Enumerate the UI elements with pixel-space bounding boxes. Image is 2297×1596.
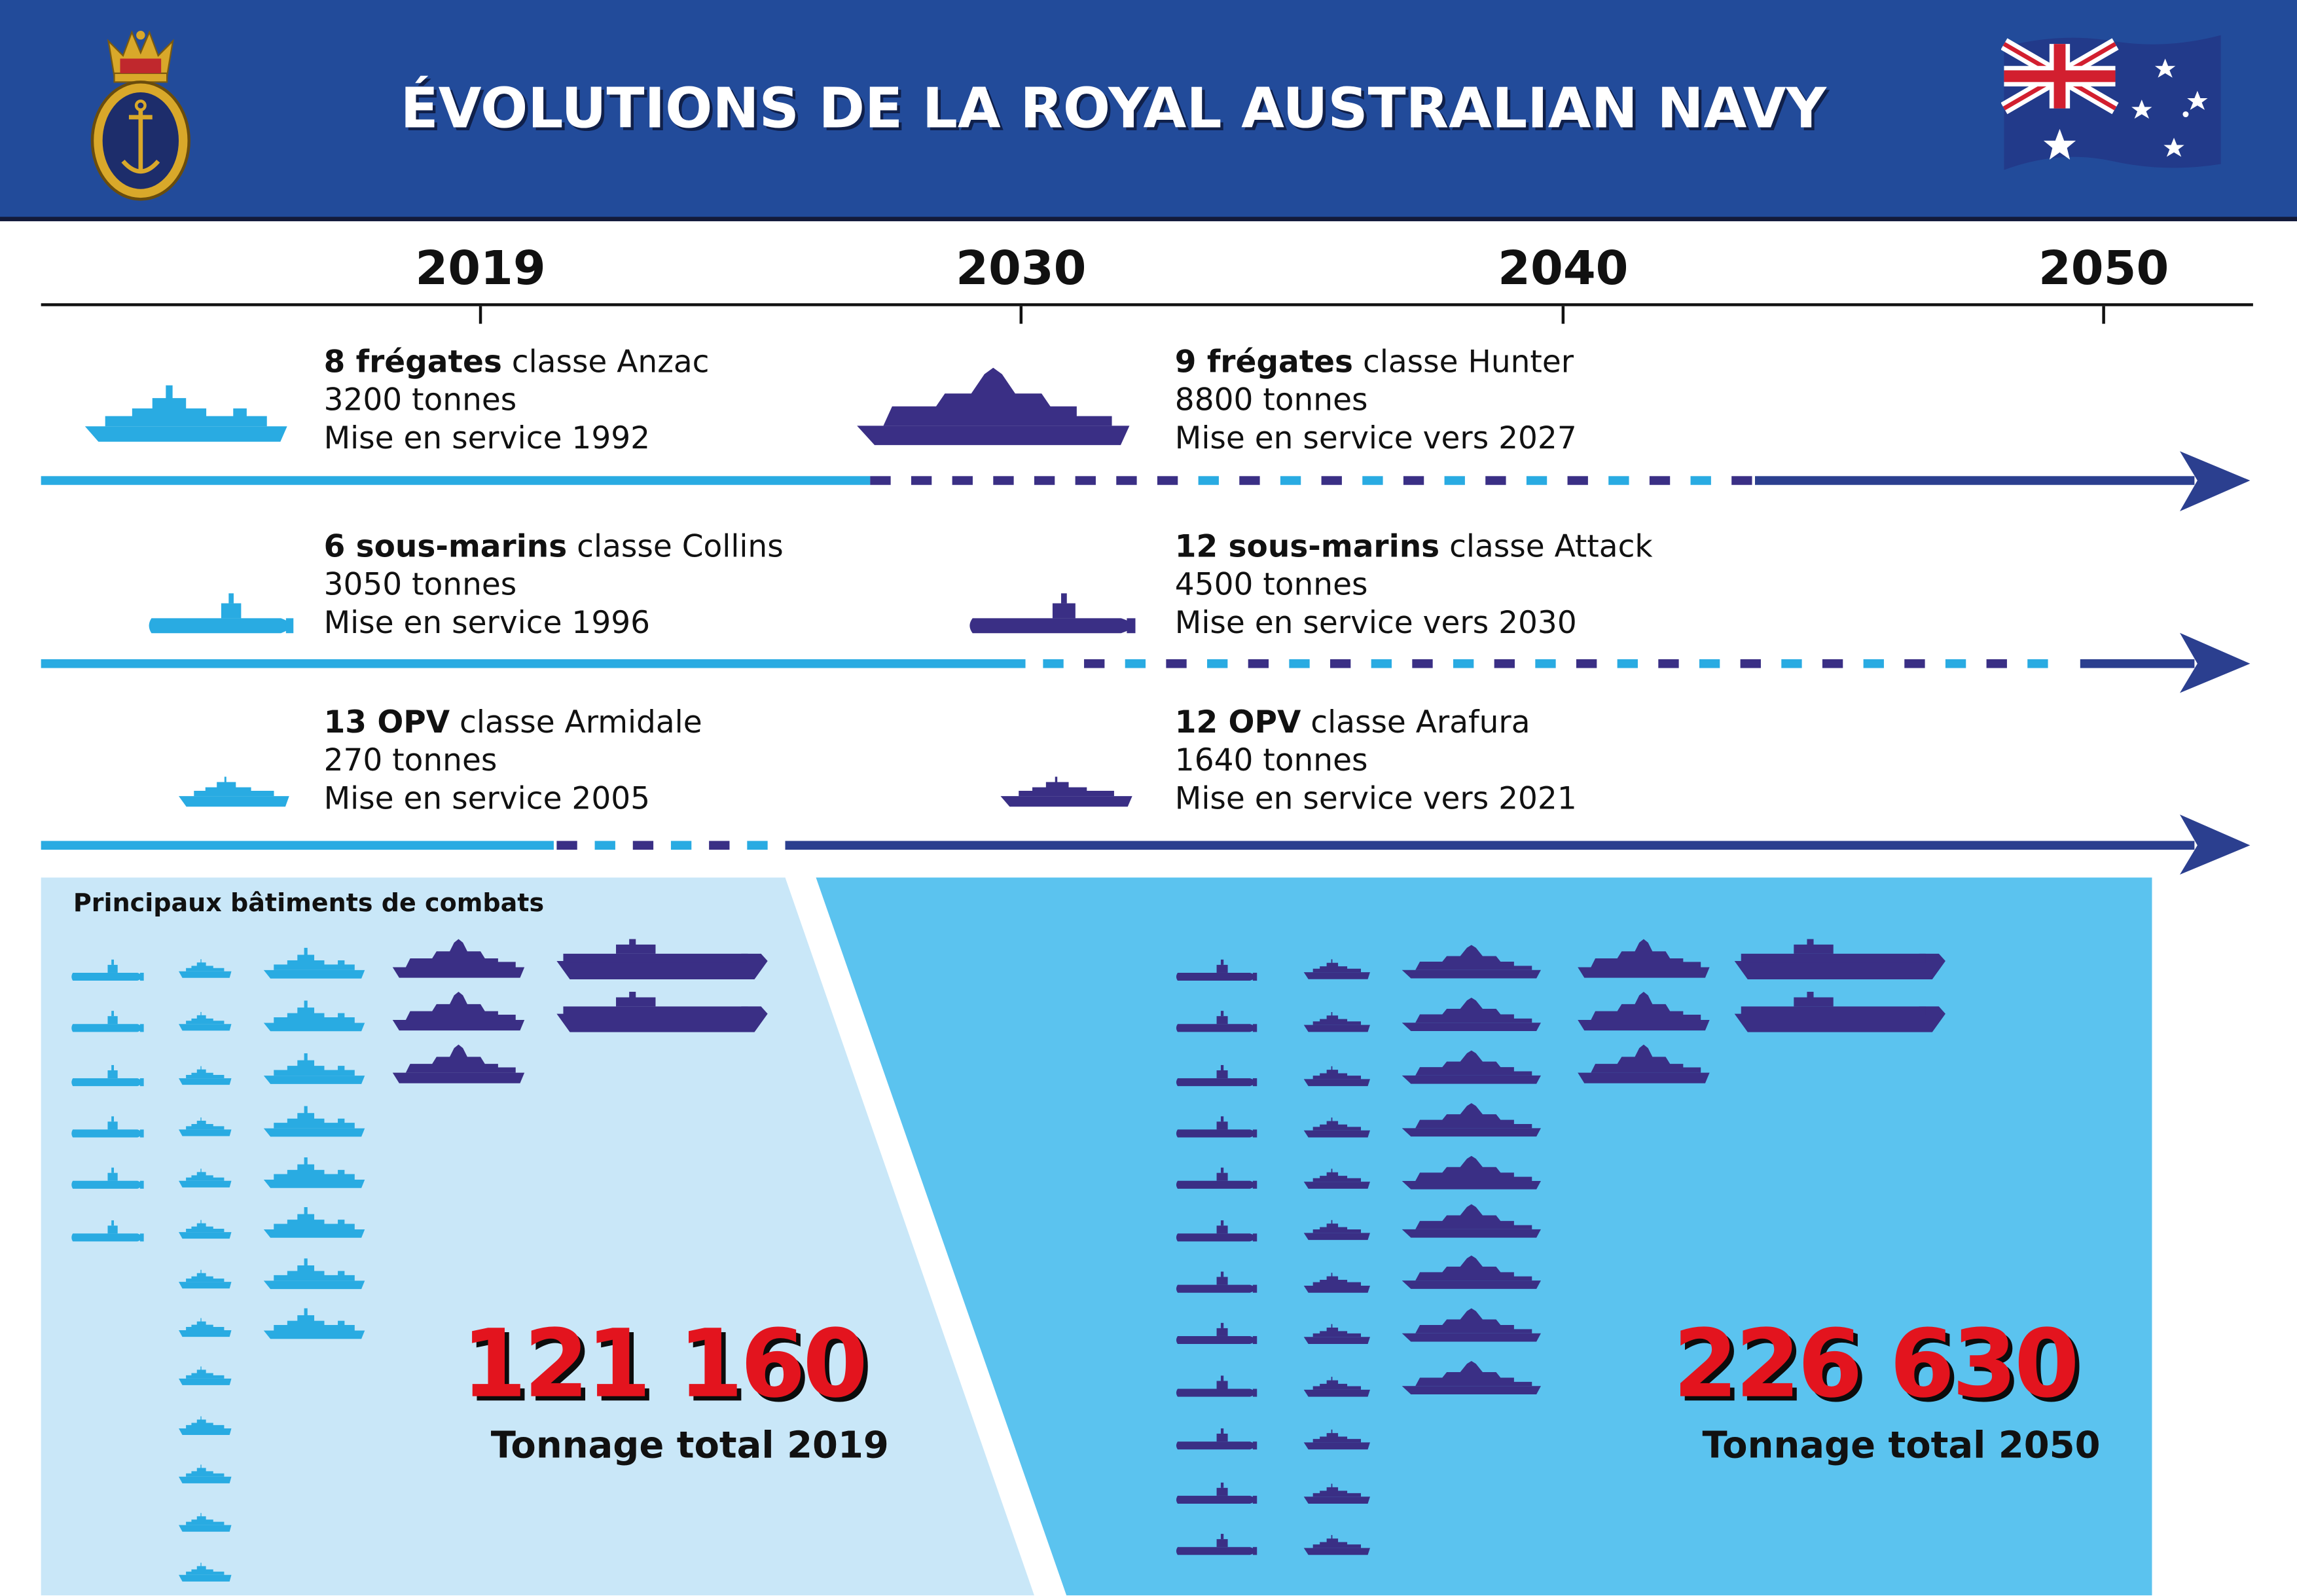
hunter-service: Mise en service vers 2027: [1174, 420, 1577, 456]
arafura-tonnage: 1640 tonnes: [1174, 742, 1368, 778]
flag-stars: [2043, 58, 2208, 160]
row-frigates-current-text: 8 frégates classe Anzac 3200 tonnes Mise…: [324, 343, 710, 458]
header-bar: ÉVOLUTIONS DE LA ROYAL AUSTRALIAN NAVY: [0, 0, 2297, 221]
row-submarines-current-text: 6 sous-marins classe Collins 3050 tonnes…: [324, 528, 784, 642]
year-2030-label: 2030: [956, 240, 1087, 297]
navy-crest-icon: [90, 30, 190, 201]
opv-current-bar: [41, 841, 554, 850]
attack-tonnage: 4500 tonnes: [1174, 567, 1368, 602]
row-frigates-future-text: 9 frégates classe Hunter 8800 tonnes Mis…: [1175, 343, 1577, 458]
frigate-icon: [857, 367, 1130, 445]
arrow-head-icon: [2179, 632, 2251, 693]
year-2040-label: 2040: [1498, 240, 1629, 297]
arafura-class: classe Arafura: [1301, 704, 1530, 740]
hunter-class: classe Hunter: [1353, 344, 1574, 380]
opv-future-bar: [785, 841, 2195, 850]
collins-service: Mise en service 1996: [323, 605, 651, 640]
page-title: ÉVOLUTIONS DE LA ROYAL AUSTRALIAN NAVY: [400, 76, 1826, 141]
arrow-head-icon: [2179, 814, 2251, 875]
attack-count: 12 sous-marins: [1174, 528, 1440, 564]
frigate-transition-dashes: [870, 476, 1752, 485]
arrow-head-icon: [2179, 451, 2251, 512]
fleet-2019-panel: [41, 877, 1034, 1596]
total-tonnage-2019: 121 160: [461, 1311, 868, 1420]
anzac-service: Mise en service 1992: [323, 420, 651, 456]
armidale-service: Mise en service 2005: [323, 780, 651, 816]
frigate-future-bar: [1755, 476, 2195, 485]
collins-count: 6 sous-marins: [323, 528, 568, 564]
total-tonnage-2019-label: Tonnage total 2019: [490, 1424, 889, 1467]
submarine-current-bar: [41, 659, 1026, 668]
arafura-count: 12 OPV: [1174, 704, 1301, 740]
attack-service: Mise en service vers 2030: [1174, 605, 1577, 640]
anzac-count: 8 frégates: [323, 344, 502, 380]
armidale-count: 13 OPV: [323, 704, 450, 740]
timeline-axis: [41, 303, 2253, 306]
row-submarines-future-text: 12 sous-marins classe Attack 4500 tonnes…: [1175, 528, 1653, 642]
tick-2040: [1561, 306, 1565, 324]
patrol-vessel-icon: [1000, 776, 1132, 807]
attack-class: classe Attack: [1439, 528, 1653, 564]
tick-2030: [1019, 306, 1023, 324]
submarine-icon: [149, 593, 294, 634]
frigate-current-bar: [41, 476, 871, 485]
frigate-icon: [84, 385, 287, 442]
hunter-tonnage: 8800 tonnes: [1174, 382, 1368, 418]
submarine-future-bar: [2080, 659, 2195, 668]
row-opv-current-text: 13 OPV classe Armidale 270 tonnes Mise e…: [324, 703, 702, 818]
year-2019-label: 2019: [415, 240, 546, 297]
submarine-icon: [969, 593, 1136, 634]
hunter-count: 9 frégates: [1174, 344, 1354, 380]
total-tonnage-2050: 226 630: [1673, 1311, 2080, 1420]
submarine-transition-dashes: [1043, 659, 2048, 668]
collins-tonnage: 3050 tonnes: [323, 567, 517, 602]
patrol-vessel-icon: [179, 776, 289, 807]
australian-flag-icon: [2000, 35, 2221, 170]
tick-2050: [2102, 306, 2105, 324]
tick-2019: [479, 306, 482, 324]
armidale-class: classe Armidale: [450, 704, 702, 740]
anzac-class: classe Anzac: [501, 344, 710, 380]
collins-class: classe Collins: [567, 528, 784, 564]
opv-transition-dashes: [556, 841, 768, 850]
year-2050-label: 2050: [2038, 240, 2169, 297]
arafura-service: Mise en service vers 2021: [1174, 780, 1577, 816]
anzac-tonnage: 3200 tonnes: [323, 382, 517, 418]
total-tonnage-2050-label: Tonnage total 2050: [1702, 1424, 2101, 1467]
row-opv-future-text: 12 OPV classe Arafura 1640 tonnes Mise e…: [1175, 703, 1577, 818]
fleet-panel-title: Principaux bâtiments de combats: [73, 889, 545, 919]
armidale-tonnage: 270 tonnes: [323, 742, 497, 778]
